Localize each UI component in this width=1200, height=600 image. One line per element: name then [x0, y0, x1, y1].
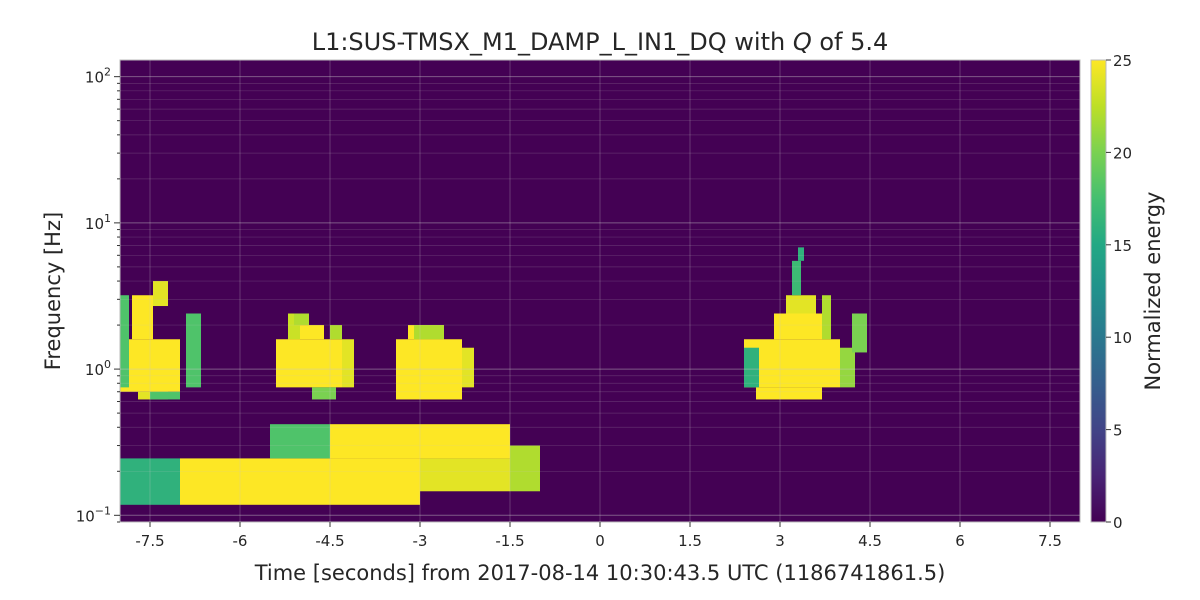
energy-tile [294, 313, 309, 326]
energy-tile [840, 347, 855, 388]
energy-tile [744, 339, 840, 388]
x-tick-label: -3 [413, 532, 428, 550]
energy-tile [276, 339, 342, 388]
energy-tile [120, 295, 129, 388]
x-axis-label: Time [seconds] from 2017-08-14 10:30:43.… [254, 561, 946, 585]
x-tick-label: -7.5 [135, 532, 164, 550]
energy-tile [330, 325, 342, 340]
y-tick-label: 101 [85, 212, 111, 233]
energy-tile [510, 445, 540, 492]
x-tick-label: -6 [233, 532, 248, 550]
x-tick-label: 6 [955, 532, 965, 550]
energy-tile [756, 387, 822, 400]
energy-tile [153, 281, 168, 307]
energy-tile [414, 325, 444, 340]
energy-tile [420, 458, 510, 492]
energy-tile [786, 295, 816, 314]
energy-tile [312, 387, 336, 400]
energy-tiles [120, 247, 867, 505]
energy-tile [822, 295, 831, 340]
energy-tile [462, 347, 474, 388]
energy-tile [120, 458, 180, 505]
energy-tile [330, 424, 510, 459]
x-tick-label: -1.5 [495, 532, 524, 550]
energy-tile [744, 347, 759, 388]
colorbar-tick-label: 10 [1113, 329, 1132, 347]
x-tick-label: 4.5 [858, 532, 882, 550]
x-tick-label: 7.5 [1038, 532, 1062, 550]
chart-title: L1:SUS-TMSX_M1_DAMP_L_IN1_DQ with Q of 5… [312, 28, 889, 56]
energy-tile [150, 391, 180, 400]
colorbar-tick-label: 0 [1113, 514, 1123, 532]
x-axis: -7.5 -6 -4.5 -3 -1.5 0 1.5 3 4.5 6 7.5 [135, 522, 1062, 550]
energy-tile [852, 313, 867, 353]
colorbar-tick-label: 5 [1113, 422, 1123, 440]
x-tick-label: 3 [775, 532, 785, 550]
x-tick-label: 0 [595, 532, 605, 550]
y-tick-label: 100 [85, 358, 111, 379]
colorbar-tick-label: 25 [1113, 52, 1132, 70]
energy-tile [798, 247, 804, 261]
x-tick-label: 1.5 [678, 532, 702, 550]
colorbar-label: Normalized energy [1141, 192, 1165, 391]
energy-tile [396, 339, 462, 400]
energy-tile [270, 424, 330, 459]
colorbar [1090, 59, 1107, 523]
energy-tile [186, 313, 201, 388]
y-tick-label: 102 [85, 66, 111, 87]
x-tick-label: -4.5 [315, 532, 344, 550]
energy-tile [180, 458, 420, 505]
colorbar-tick-label: 15 [1113, 237, 1132, 255]
y-axis-label: Frequency [Hz] [41, 212, 65, 370]
energy-tile [120, 339, 180, 392]
colorbar-tick-label: 20 [1113, 144, 1132, 162]
energy-tile [792, 260, 801, 296]
energy-tile [132, 295, 153, 340]
colorbar-ticks: 0 5 10 15 20 25 [1106, 52, 1132, 532]
y-axis: 10−1 100 101 102 [76, 66, 120, 525]
energy-tile [774, 313, 822, 340]
energy-tile [342, 339, 354, 388]
y-tick-label: 10−1 [76, 504, 111, 525]
